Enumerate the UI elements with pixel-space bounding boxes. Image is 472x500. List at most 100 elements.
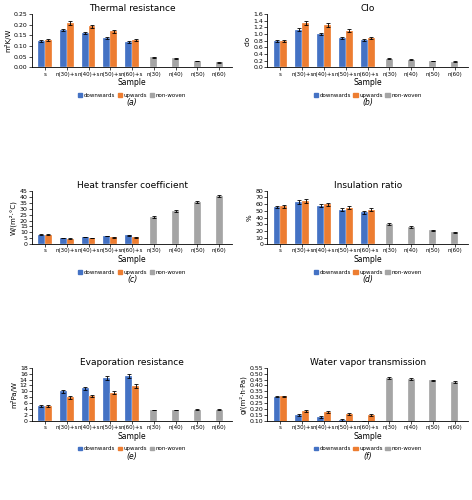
Text: (b): (b)	[362, 98, 373, 108]
Text: (c): (c)	[127, 276, 137, 284]
Bar	[346, 414, 353, 433]
Y-axis label: g/(m²·h·Pa): g/(m²·h·Pa)	[239, 375, 247, 414]
Bar	[368, 210, 375, 244]
Bar	[38, 235, 45, 244]
X-axis label: Sample: Sample	[354, 78, 382, 87]
Bar	[216, 410, 223, 421]
Bar	[408, 380, 415, 433]
Bar	[151, 410, 157, 421]
Bar	[317, 34, 324, 68]
Title: Water vapor transmission: Water vapor transmission	[310, 358, 426, 367]
Legend: downwards, upwards, non-woven: downwards, upwards, non-woven	[78, 270, 186, 274]
Bar	[451, 62, 458, 68]
Y-axis label: m²Pa/W: m²Pa/W	[10, 381, 17, 408]
Bar	[386, 224, 393, 244]
Title: Thermal resistance: Thermal resistance	[89, 4, 176, 13]
Bar	[38, 406, 45, 421]
Legend: downwards, upwards, non-woven: downwards, upwards, non-woven	[313, 92, 421, 98]
Bar	[103, 38, 110, 68]
Bar	[67, 398, 74, 421]
Bar	[103, 236, 110, 244]
Bar	[110, 238, 117, 244]
Bar	[125, 42, 132, 68]
Bar	[302, 411, 309, 433]
Bar	[280, 396, 287, 433]
Bar	[38, 42, 45, 68]
Bar	[346, 30, 353, 68]
Bar	[361, 421, 368, 433]
Bar	[430, 230, 437, 244]
Bar	[368, 38, 375, 68]
Bar	[60, 392, 67, 421]
Bar	[430, 380, 437, 433]
Bar	[60, 238, 67, 244]
Bar	[82, 33, 89, 68]
Bar	[295, 30, 302, 68]
Bar	[386, 378, 393, 433]
Text: (a): (a)	[127, 98, 137, 108]
Y-axis label: W/(m²·°C): W/(m²·°C)	[9, 200, 17, 235]
X-axis label: Sample: Sample	[354, 255, 382, 264]
Bar	[324, 412, 331, 433]
Title: Heat transfer coefficient: Heat transfer coefficient	[76, 181, 187, 190]
Bar	[45, 406, 52, 421]
Bar	[89, 26, 95, 68]
Title: Insulation ratio: Insulation ratio	[334, 181, 402, 190]
Y-axis label: m²K/W: m²K/W	[4, 29, 11, 52]
Bar	[172, 211, 179, 244]
Bar	[132, 237, 139, 244]
Bar	[125, 236, 132, 244]
Bar	[361, 212, 368, 244]
X-axis label: Sample: Sample	[118, 255, 146, 264]
Bar	[151, 217, 157, 244]
Text: (e): (e)	[126, 452, 137, 461]
Bar	[386, 59, 393, 68]
Bar	[295, 202, 302, 244]
Bar	[82, 388, 89, 421]
Bar	[408, 227, 415, 244]
X-axis label: Sample: Sample	[354, 432, 382, 440]
Bar	[132, 40, 139, 68]
Bar	[45, 40, 52, 68]
Bar	[451, 232, 458, 244]
Bar	[430, 61, 437, 68]
Bar	[172, 410, 179, 421]
Bar	[302, 22, 309, 68]
Bar	[346, 208, 353, 244]
Bar	[408, 60, 415, 68]
Bar	[67, 238, 74, 244]
Bar	[317, 206, 324, 244]
Bar	[324, 204, 331, 244]
Bar	[89, 238, 95, 244]
Bar	[302, 201, 309, 244]
Legend: downwards, upwards, non-woven: downwards, upwards, non-woven	[313, 446, 421, 452]
Bar	[273, 40, 280, 68]
Bar	[216, 62, 223, 68]
Title: Evaporation resistance: Evaporation resistance	[80, 358, 184, 367]
Bar	[368, 415, 375, 433]
Bar	[194, 410, 201, 421]
Bar	[339, 420, 346, 433]
Bar	[361, 40, 368, 68]
Legend: downwards, upwards, non-woven: downwards, upwards, non-woven	[78, 92, 186, 98]
Bar	[172, 58, 179, 68]
Bar	[324, 26, 331, 68]
Bar	[89, 396, 95, 421]
X-axis label: Sample: Sample	[118, 78, 146, 87]
Bar	[194, 202, 201, 244]
Bar	[125, 376, 132, 421]
Bar	[82, 237, 89, 244]
Bar	[280, 206, 287, 244]
Bar	[451, 382, 458, 433]
Bar	[317, 417, 324, 433]
Bar	[273, 207, 280, 244]
Bar	[60, 30, 67, 68]
Bar	[151, 57, 157, 68]
Bar	[67, 23, 74, 68]
Bar	[273, 397, 280, 433]
Bar	[339, 210, 346, 244]
Bar	[45, 235, 52, 244]
Bar	[103, 378, 110, 421]
Bar	[132, 386, 139, 421]
Y-axis label: %: %	[246, 214, 253, 221]
